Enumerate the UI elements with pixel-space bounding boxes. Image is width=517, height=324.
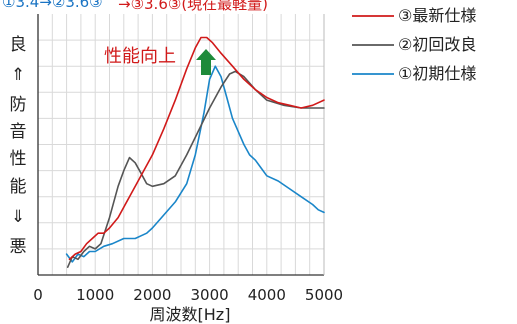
legend: ③最新仕様 ②初回改良 ①初期仕様 <box>352 6 476 83</box>
header-fragment-latest: →③3.6③(現在最軽量) <box>118 0 269 13</box>
x-tick-label: 1000 <box>76 286 114 304</box>
y-label-char: 悪 <box>10 237 27 257</box>
arrow-up-icon <box>196 49 216 75</box>
legend-label: ③最新仕様 <box>398 6 476 25</box>
series-line <box>65 65 325 263</box>
legend-label: ②初回改良 <box>398 35 476 54</box>
header-fragment-initial: ①3.4→②3.6③ <box>2 0 103 11</box>
x-axis-label: 周波数[Hz] <box>150 305 231 324</box>
x-tick-label: 0 <box>33 286 43 304</box>
y-label-char: 性 <box>10 149 27 169</box>
legend-label: ①初期仕様 <box>398 64 476 83</box>
x-tick-label: 5000 <box>305 286 343 304</box>
series-line <box>68 36 325 261</box>
series-lines <box>65 36 325 268</box>
y-label-char: ⇑ <box>11 65 25 85</box>
x-tick-label: 2000 <box>133 286 171 304</box>
x-tick-label: 4000 <box>248 286 286 304</box>
annotation-label: 性能向上 <box>104 46 176 67</box>
grid <box>38 14 324 275</box>
annotation: 性能向上 <box>104 46 216 75</box>
axes: 0 1000 2000 3000 4000 5000 <box>33 14 343 304</box>
y-label-char: 能 <box>10 177 27 197</box>
y-label-char: 防 <box>10 95 27 115</box>
y-label-char: 音 <box>10 122 27 142</box>
y-label-char: 良 <box>10 35 27 55</box>
x-tick-label: 3000 <box>191 286 229 304</box>
header-fragment: ①3.4→②3.6③ →③3.6③(現在最軽量) <box>0 0 517 14</box>
series-line <box>66 70 325 268</box>
y-label-char: ⇓ <box>11 207 25 227</box>
